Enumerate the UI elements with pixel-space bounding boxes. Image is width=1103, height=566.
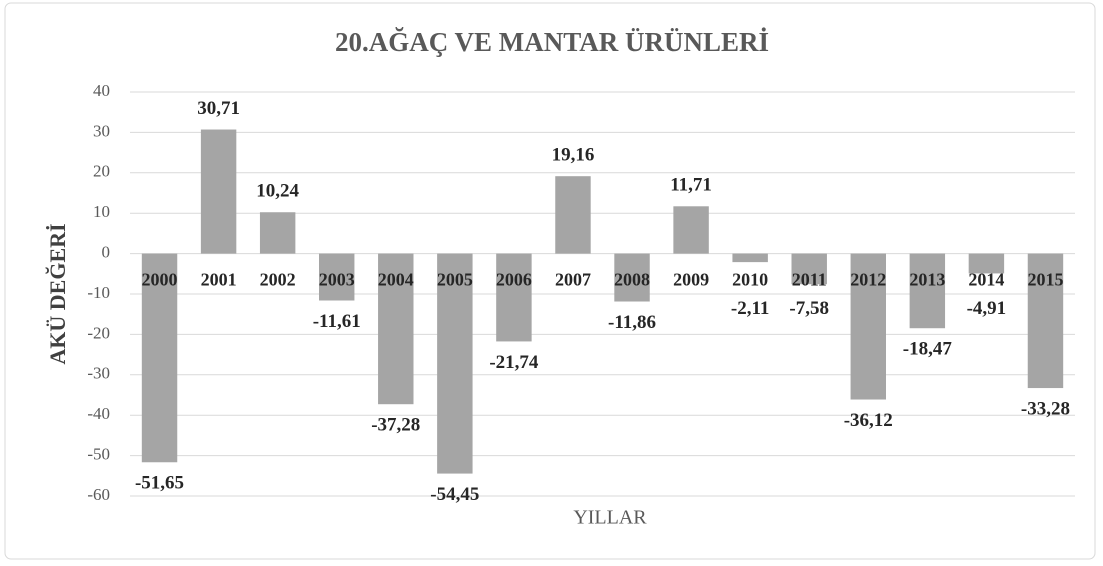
x-tick-label: 2010 (732, 270, 768, 290)
data-label: -51,65 (135, 473, 184, 494)
x-tick-label: 2014 (968, 270, 1004, 290)
y-tick-label: -40 (87, 404, 110, 423)
x-tick-label: 2013 (909, 270, 945, 290)
y-tick-label: -60 (87, 485, 110, 504)
x-axis-title: YILLAR (573, 507, 647, 529)
bar (673, 206, 709, 254)
bar (555, 176, 591, 254)
y-tick-label: 10 (93, 202, 110, 221)
data-label: -21,74 (489, 352, 539, 373)
data-label: -33,28 (1021, 398, 1070, 419)
bar (141, 253, 178, 463)
data-label: -11,86 (608, 312, 656, 333)
y-axis-title: AKÜ DEĞERİ (45, 223, 70, 364)
x-tick-label: 2000 (142, 270, 178, 290)
bar (496, 253, 532, 342)
bar (319, 253, 355, 301)
y-tick-label: -20 (87, 323, 110, 342)
data-label: 30,71 (197, 98, 240, 119)
x-tick-label: 2001 (201, 270, 237, 290)
bar (259, 212, 296, 254)
data-label: -54,45 (430, 484, 479, 505)
data-label: 11,71 (670, 175, 712, 196)
bar (791, 253, 827, 285)
bar (732, 253, 768, 263)
data-label: -11,61 (313, 311, 361, 332)
x-tick-label: 2003 (319, 270, 355, 290)
data-label: 19,16 (552, 145, 595, 166)
chart-border (4, 2, 1096, 560)
data-label: -18,47 (903, 339, 953, 360)
y-tick-label: -30 (87, 364, 110, 383)
bar (437, 253, 473, 474)
x-tick-label: 2012 (850, 270, 886, 290)
data-label: -4,91 (967, 298, 1007, 319)
x-tick-label: 2008 (614, 270, 650, 290)
bar (909, 253, 946, 329)
y-tick-label: 30 (93, 121, 110, 140)
x-tick-label: 2011 (792, 270, 827, 290)
bar (378, 253, 414, 405)
data-label: -2,11 (731, 298, 770, 319)
data-label: -37,28 (371, 415, 420, 436)
data-label: -7,58 (789, 298, 829, 319)
x-tick-label: 2005 (437, 270, 473, 290)
data-label: -36,12 (844, 410, 893, 431)
y-tick-label: 0 (102, 243, 111, 262)
bar (614, 253, 650, 302)
x-tick-label: 2006 (496, 270, 532, 290)
bar (1027, 253, 1064, 389)
y-tick-label: -10 (87, 283, 110, 302)
y-tick-label: 20 (93, 162, 110, 181)
y-tick-label: 40 (93, 81, 110, 100)
data-label: 10,24 (256, 181, 299, 202)
bar (200, 129, 237, 254)
bar (850, 253, 886, 400)
x-tick-label: 2009 (673, 270, 709, 290)
x-tick-label: 2002 (260, 270, 296, 290)
x-tick-label: 2004 (378, 270, 414, 290)
chart-title: 20.AĞAÇ VE MANTAR ÜRÜNLERİ (335, 27, 769, 57)
y-tick-label: -50 (87, 445, 110, 464)
x-tick-label: 2007 (555, 270, 591, 290)
x-tick-label: 2015 (1027, 270, 1063, 290)
bar (968, 253, 1005, 274)
